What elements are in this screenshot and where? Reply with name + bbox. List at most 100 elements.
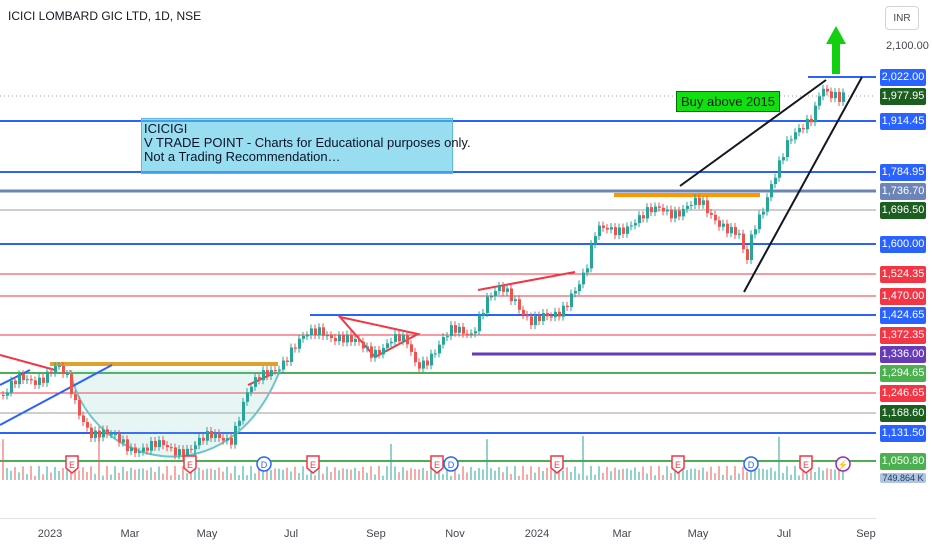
volume-bar bbox=[730, 475, 732, 480]
candle-body bbox=[42, 377, 45, 383]
volume-bar bbox=[754, 470, 756, 480]
candle-body bbox=[678, 210, 681, 217]
volume-bar bbox=[542, 471, 544, 480]
candle-body bbox=[454, 325, 457, 333]
dividend-icon bbox=[743, 456, 759, 472]
candle-body bbox=[30, 379, 33, 381]
note-line-3: Not a Trading Recommendation… bbox=[144, 149, 341, 164]
volume-bar bbox=[278, 468, 280, 480]
volume-bar bbox=[246, 475, 248, 480]
candle-body bbox=[14, 380, 17, 385]
candle-body bbox=[842, 92, 845, 102]
volume-bar bbox=[770, 467, 772, 480]
symbol-title[interactable]: ICICI LOMBARD GIC LTD, 1D, NSE bbox=[8, 9, 202, 23]
time-label: May bbox=[687, 528, 709, 540]
volume-bar bbox=[606, 466, 608, 480]
volume-bar bbox=[198, 467, 200, 480]
buy-above-label[interactable]: Buy above 2015 bbox=[676, 91, 780, 112]
candle-body bbox=[562, 305, 565, 317]
candle-body bbox=[178, 449, 181, 456]
candle-body bbox=[58, 365, 61, 367]
candle-body bbox=[794, 132, 797, 140]
candle-body bbox=[746, 249, 749, 260]
volume-bar bbox=[230, 473, 232, 480]
volume-bar bbox=[786, 466, 788, 480]
price-label: 1,050.80 bbox=[880, 453, 926, 470]
candle-body bbox=[446, 336, 449, 338]
volume-bar bbox=[734, 466, 736, 480]
volume-bar bbox=[566, 467, 568, 480]
volume-bar bbox=[630, 470, 632, 480]
candle-body bbox=[342, 335, 345, 343]
price-label: 1,736.70 bbox=[880, 183, 926, 200]
text-note[interactable]: ICICIGI V TRADE POINT - Charts for Educa… bbox=[141, 118, 471, 174]
candle-body bbox=[146, 447, 149, 451]
candle-body bbox=[62, 365, 65, 375]
volume-bar bbox=[502, 472, 504, 480]
volume-bar bbox=[98, 436, 100, 480]
volume-bar bbox=[102, 475, 104, 480]
candle-body bbox=[822, 88, 825, 97]
candle-body bbox=[210, 431, 213, 439]
candle-body bbox=[802, 128, 805, 130]
candle-body bbox=[830, 91, 833, 99]
volume-bar bbox=[614, 467, 616, 480]
volume-bar bbox=[258, 466, 260, 480]
candle-body bbox=[706, 200, 709, 213]
volume-bar bbox=[778, 436, 780, 480]
event-marker-label: E bbox=[675, 460, 681, 470]
volume-bar bbox=[426, 470, 428, 480]
volume-bar bbox=[166, 466, 168, 480]
candle-body bbox=[466, 333, 469, 335]
wedge-upper-line bbox=[679, 79, 827, 187]
volume-bar bbox=[294, 466, 296, 480]
candle-body bbox=[238, 420, 241, 426]
candle-body bbox=[826, 88, 829, 92]
candle-body bbox=[510, 288, 513, 301]
candle-body bbox=[202, 437, 205, 441]
volume-bar bbox=[830, 468, 832, 480]
volume-bar bbox=[398, 472, 400, 480]
candle-body bbox=[254, 377, 257, 387]
volume-bar bbox=[686, 469, 688, 480]
volume-bar bbox=[130, 467, 132, 480]
candle-body bbox=[670, 209, 673, 219]
candle-body bbox=[82, 415, 85, 423]
candle-body bbox=[262, 370, 265, 381]
volume-bar bbox=[382, 475, 384, 480]
candle-body bbox=[122, 439, 125, 443]
volume-bar bbox=[634, 467, 636, 480]
candle-body bbox=[214, 433, 217, 439]
candle-body bbox=[266, 370, 269, 377]
volume-bar bbox=[494, 470, 496, 480]
volume-bar bbox=[158, 466, 160, 480]
volume-bar bbox=[470, 467, 472, 480]
volume-bar bbox=[590, 466, 592, 480]
candle-body bbox=[2, 395, 5, 396]
candle-body bbox=[438, 344, 441, 354]
volume-bar bbox=[550, 469, 552, 480]
candle-body bbox=[658, 206, 661, 208]
volume-bar bbox=[78, 470, 80, 480]
candle-body bbox=[306, 335, 309, 337]
candle-body bbox=[138, 451, 141, 453]
volume-bar bbox=[546, 467, 548, 480]
price-label: 1,294.65 bbox=[880, 365, 926, 382]
currency-button[interactable]: INR bbox=[885, 6, 919, 30]
candle-body bbox=[698, 197, 701, 205]
candle-body bbox=[406, 334, 409, 345]
candle-body bbox=[346, 334, 349, 343]
candle-body bbox=[450, 325, 453, 337]
price-label: 1,524.35 bbox=[880, 266, 926, 283]
candle-body bbox=[814, 105, 817, 123]
candle-body bbox=[554, 311, 557, 318]
price-label: 1,372.35 bbox=[880, 327, 926, 344]
candle-body bbox=[806, 118, 809, 130]
volume-bar bbox=[478, 467, 480, 480]
candle-body bbox=[834, 92, 837, 99]
candle-body bbox=[98, 430, 101, 438]
time-label: Jul bbox=[776, 528, 792, 540]
time-axis[interactable] bbox=[0, 518, 876, 551]
volume-bar bbox=[642, 466, 644, 480]
